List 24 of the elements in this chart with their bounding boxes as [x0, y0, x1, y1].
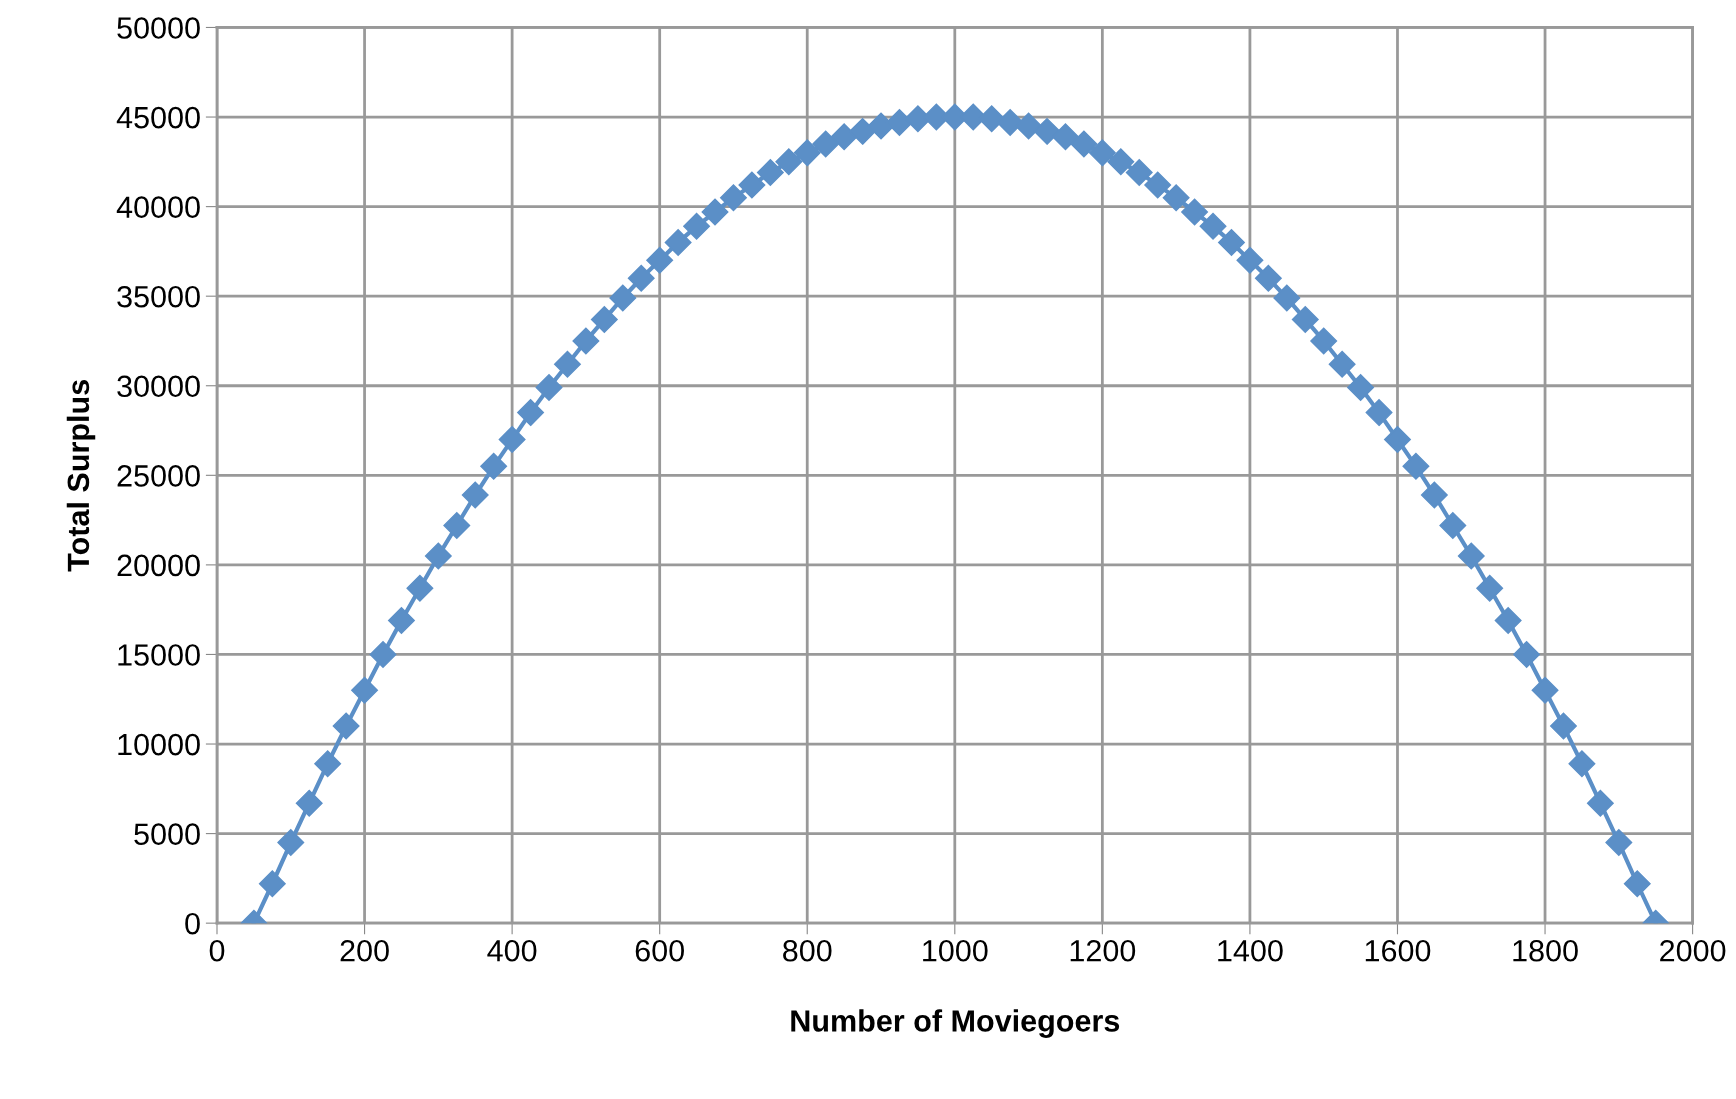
x-tick-label: 1200	[1070, 939, 1136, 962]
x-tick-label: 400	[487, 939, 537, 962]
y-tick-label: 30000	[117, 375, 200, 398]
y-tick-label: 20000	[117, 554, 200, 577]
y-tick-label: 0	[185, 912, 200, 935]
y-tick-label: 5000	[134, 823, 200, 845]
x-tick-label: 1800	[1513, 939, 1578, 962]
x-tick-label: 2000	[1660, 939, 1726, 962]
y-tick-label: 15000	[118, 644, 200, 666]
x-tick-label: 1400	[1218, 939, 1283, 962]
x-tick-label: 1000	[923, 939, 988, 962]
x-axis-title: Number of Moviegoers	[791, 1009, 1120, 1038]
x-tick-label: 600	[635, 939, 684, 962]
y-axis-title: Total Surplus	[66, 380, 96, 572]
x-tick-label: 800	[783, 939, 832, 962]
y-tick-label: 45000	[116, 106, 200, 129]
y-tick-label: 25000	[117, 465, 200, 487]
x-tick-label: 0	[209, 939, 225, 962]
x-tick-label: 1600	[1365, 939, 1431, 962]
y-tick-label: 50000	[117, 17, 200, 39]
y-tick-label: 40000	[116, 196, 200, 218]
y-tick-label: 35000	[117, 285, 200, 308]
x-tick-label: 200	[340, 939, 389, 962]
y-tick-label: 10000	[118, 733, 200, 756]
